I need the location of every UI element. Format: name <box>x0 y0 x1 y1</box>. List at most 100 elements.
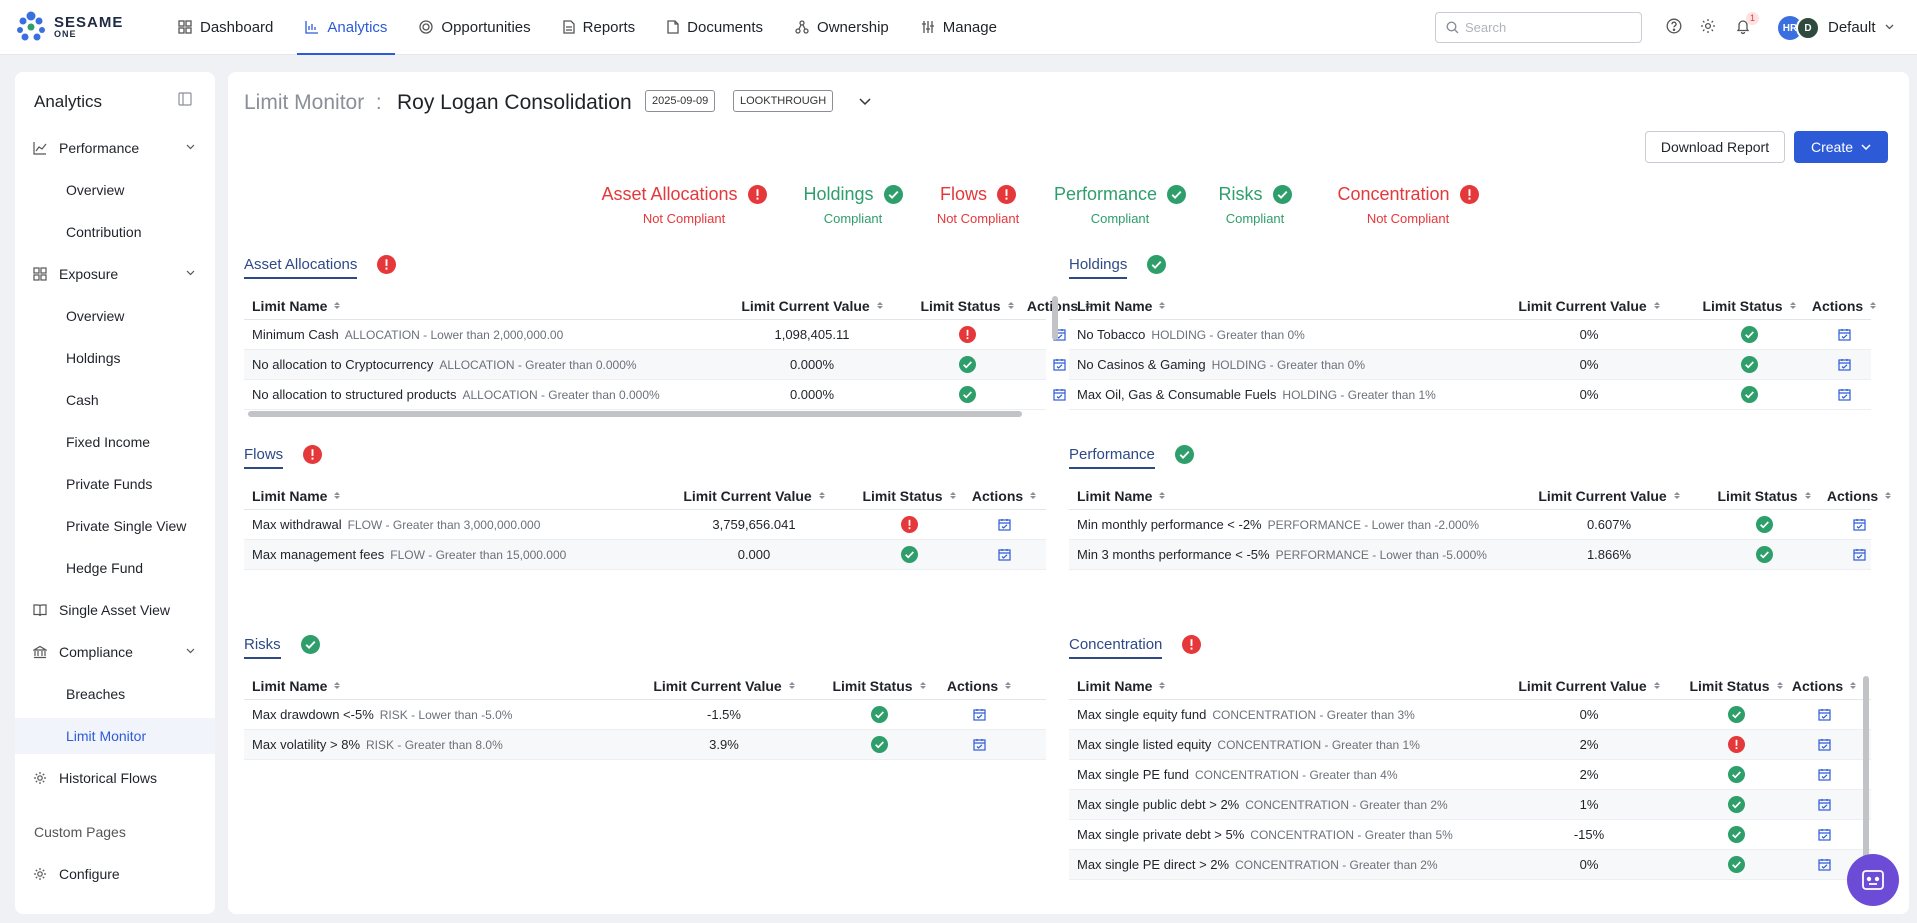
limit-action[interactable] <box>1824 548 1894 561</box>
horizontal-scrollbar[interactable] <box>248 411 1022 417</box>
nav-analytics[interactable]: Analytics <box>289 0 403 55</box>
sidebar-item-exposure-overview[interactable]: Overview <box>15 298 215 334</box>
bell-icon[interactable] <box>1735 18 1751 34</box>
sort-icon[interactable] <box>334 492 341 499</box>
nav-ownership[interactable]: Ownership <box>779 0 905 55</box>
mode-tag[interactable]: LOOKTHROUGH <box>733 90 834 112</box>
panel-title[interactable]: Performance <box>1069 446 1155 469</box>
table-row[interactable]: Max single private debt > 5% CONCENTRATIO… <box>1069 820 1871 850</box>
table-row[interactable]: Max Oil, Gas & Consumable Fuels HOLDING -… <box>1069 380 1871 410</box>
summary-item[interactable]: Asset Allocations Not Compliant <box>600 184 768 226</box>
edit-calendar-icon[interactable] <box>1817 798 1831 811</box>
limit-action[interactable] <box>1809 358 1879 371</box>
sort-icon[interactable] <box>1789 302 1796 309</box>
edit-calendar-icon[interactable] <box>1817 828 1831 841</box>
sort-icon[interactable] <box>334 302 341 309</box>
sort-icon[interactable] <box>1159 682 1166 689</box>
table-row[interactable]: Max withdrawal FLOW - Greater than 3,000,… <box>244 510 1046 540</box>
col-limit-status[interactable]: Limit Status <box>1709 488 1819 504</box>
table-row[interactable]: No Casinos & Gaming HOLDING - Greater tha… <box>1069 350 1871 380</box>
table-row[interactable]: Max volatility > 8% RISK - Greater than 8… <box>244 730 1046 760</box>
limit-action[interactable] <box>1789 858 1859 871</box>
sort-icon[interactable] <box>1005 682 1012 689</box>
sidebar-item-holdings[interactable]: Holdings <box>15 340 215 376</box>
sidebar-item-single-asset-view[interactable]: Single Asset View <box>15 592 215 628</box>
edit-calendar-icon[interactable] <box>1817 738 1831 751</box>
sidebar-item-fixed-income[interactable]: Fixed Income <box>15 424 215 460</box>
limit-action[interactable] <box>1809 388 1879 401</box>
logo[interactable]: SESAME ONE <box>14 10 144 44</box>
edit-calendar-icon[interactable] <box>997 548 1011 561</box>
sort-icon[interactable] <box>1804 492 1811 499</box>
edit-calendar-icon[interactable] <box>1052 388 1066 401</box>
limit-action[interactable] <box>1789 738 1859 751</box>
col-limit-status[interactable]: Limit Status <box>1694 298 1804 314</box>
sidebar-item-performance-overview[interactable]: Overview <box>15 172 215 208</box>
search-box[interactable] <box>1435 12 1642 43</box>
col-limit-name[interactable]: Limit Name <box>1077 488 1166 504</box>
download-report-button[interactable]: Download Report <box>1645 131 1785 163</box>
table-row[interactable]: Max management fees FLOW - Greater than 1… <box>244 540 1046 570</box>
panel-title[interactable]: Flows <box>244 446 284 469</box>
table-row[interactable]: Max single public debt > 2% CONCENTRATION… <box>1069 790 1871 820</box>
table-row[interactable]: Max single equity fund CONCENTRATION - Gr… <box>1069 700 1871 730</box>
edit-calendar-icon[interactable] <box>1817 858 1831 871</box>
sidebar-item-cash[interactable]: Cash <box>15 382 215 418</box>
col-limit-name[interactable]: Limit Name <box>252 488 341 504</box>
nav-reports[interactable]: Reports <box>547 0 652 55</box>
sort-icon[interactable] <box>1653 302 1660 309</box>
edit-calendar-icon[interactable] <box>972 738 986 751</box>
nav-dashboard[interactable]: Dashboard <box>162 0 289 55</box>
chevron-down-icon[interactable] <box>1885 24 1894 30</box>
col-limit-status[interactable]: Limit Status <box>912 298 1022 314</box>
limit-action[interactable] <box>1024 358 1094 371</box>
col-limit-name[interactable]: Limit Name <box>252 678 341 694</box>
settings-icon[interactable] <box>1700 18 1716 34</box>
col-limit-value[interactable]: Limit Current Value <box>654 488 854 504</box>
edit-calendar-icon[interactable] <box>1817 768 1831 781</box>
edit-calendar-icon[interactable] <box>997 518 1011 531</box>
vertical-scrollbar[interactable] <box>1052 296 1058 340</box>
col-limit-status[interactable]: Limit Status <box>1681 678 1791 694</box>
col-limit-status[interactable]: Limit Status <box>824 678 934 694</box>
help-icon[interactable] <box>1666 18 1682 34</box>
sort-icon[interactable] <box>1085 302 1092 309</box>
table-row[interactable]: Max drawdown <-5% RISK - Lower than -5.0%… <box>244 700 1046 730</box>
limit-action[interactable] <box>944 738 1014 751</box>
limit-action[interactable] <box>969 518 1039 531</box>
edit-calendar-icon[interactable] <box>1837 328 1851 341</box>
edit-calendar-icon[interactable] <box>1852 518 1866 531</box>
sort-icon[interactable] <box>1885 492 1892 499</box>
edit-calendar-icon[interactable] <box>1852 548 1866 561</box>
col-limit-name[interactable]: Limit Name <box>252 298 341 314</box>
table-row[interactable]: No allocation to Cryptocurrency ALLOCATIO… <box>244 350 1066 380</box>
summary-item[interactable]: Performance Compliant <box>1050 184 1190 226</box>
sidebar-item-historical-flows[interactable]: Historical Flows <box>15 760 215 796</box>
table-row[interactable]: No allocation to structured products ALLO… <box>244 380 1066 410</box>
nav-opportunities[interactable]: Opportunities <box>403 0 546 55</box>
sort-icon[interactable] <box>1030 492 1037 499</box>
limit-action[interactable] <box>1789 828 1859 841</box>
col-limit-value[interactable]: Limit Current Value <box>1489 298 1689 314</box>
collapse-sidebar-icon[interactable] <box>178 92 192 106</box>
table-row[interactable]: No Tobacco HOLDING - Greater than 0% 0% <box>1069 320 1871 350</box>
col-limit-value[interactable]: Limit Current Value <box>624 678 824 694</box>
panel-title[interactable]: Risks <box>244 636 281 659</box>
table-row[interactable]: Max single PE fund CONCENTRATION - Greate… <box>1069 760 1871 790</box>
col-limit-name[interactable]: Limit Name <box>1077 298 1166 314</box>
panel-title[interactable]: Asset Allocations <box>244 256 358 279</box>
sort-icon[interactable] <box>1159 302 1166 309</box>
summary-item[interactable]: Concentration Not Compliant <box>1328 184 1488 226</box>
sort-icon[interactable] <box>1007 302 1014 309</box>
sort-icon[interactable] <box>1776 682 1783 689</box>
date-tag[interactable]: 2025-09-09 <box>645 90 716 112</box>
sidebar-item-breaches[interactable]: Breaches <box>15 676 215 712</box>
col-actions[interactable]: Actions <box>1809 298 1879 314</box>
create-button[interactable]: Create <box>1794 131 1888 163</box>
vertical-scrollbar[interactable] <box>1863 676 1869 886</box>
col-limit-value[interactable]: Limit Current Value <box>1509 488 1709 504</box>
assistant-bot-button[interactable] <box>1847 854 1899 906</box>
summary-item[interactable]: Flows Not Compliant <box>928 184 1028 226</box>
limit-action[interactable] <box>944 708 1014 721</box>
col-actions[interactable]: Actions <box>944 678 1014 694</box>
